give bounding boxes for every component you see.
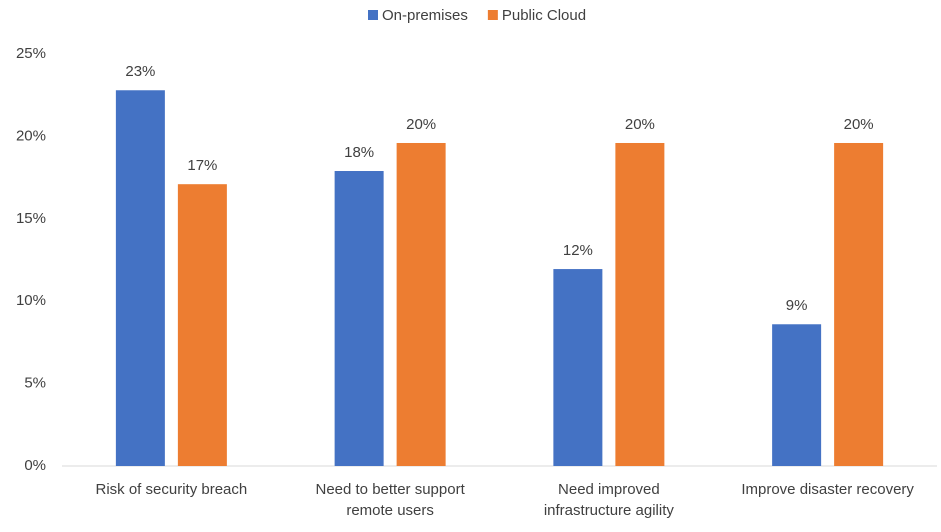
value-label: 20% xyxy=(406,116,436,133)
value-label: 20% xyxy=(625,116,655,133)
value-label: 18% xyxy=(344,144,374,161)
value-label: 17% xyxy=(187,157,217,174)
value-label: 23% xyxy=(125,63,155,80)
y-tick-label: 10% xyxy=(16,292,46,309)
bar xyxy=(334,171,384,466)
y-tick-label: 25% xyxy=(16,45,46,62)
bar xyxy=(834,142,884,466)
x-tick-label: Risk of security breach xyxy=(95,481,248,498)
y-tick-label: 15% xyxy=(16,210,46,227)
x-tick-label: Need to better support remote users xyxy=(315,481,465,519)
y-tick-label: 20% xyxy=(16,127,46,144)
y-tick-label: 0% xyxy=(24,457,46,474)
value-label: 12% xyxy=(563,242,593,259)
legend-swatch xyxy=(487,10,498,20)
bar xyxy=(115,90,165,467)
value-label: 20% xyxy=(844,116,874,133)
legend-swatch xyxy=(368,10,378,20)
x-tick-label: Improve disaster recovery xyxy=(741,481,914,498)
x-tick-label: Need improved infrastructure agility xyxy=(543,481,674,519)
bar xyxy=(553,269,603,466)
bar xyxy=(772,324,822,466)
legend-label: Public Cloud xyxy=(502,7,586,24)
legend-label: On-premises xyxy=(382,7,468,24)
value-label: 9% xyxy=(786,297,808,314)
bar xyxy=(177,184,227,466)
y-tick-label: 5% xyxy=(24,375,46,392)
bar xyxy=(615,142,665,466)
bar xyxy=(396,142,446,466)
